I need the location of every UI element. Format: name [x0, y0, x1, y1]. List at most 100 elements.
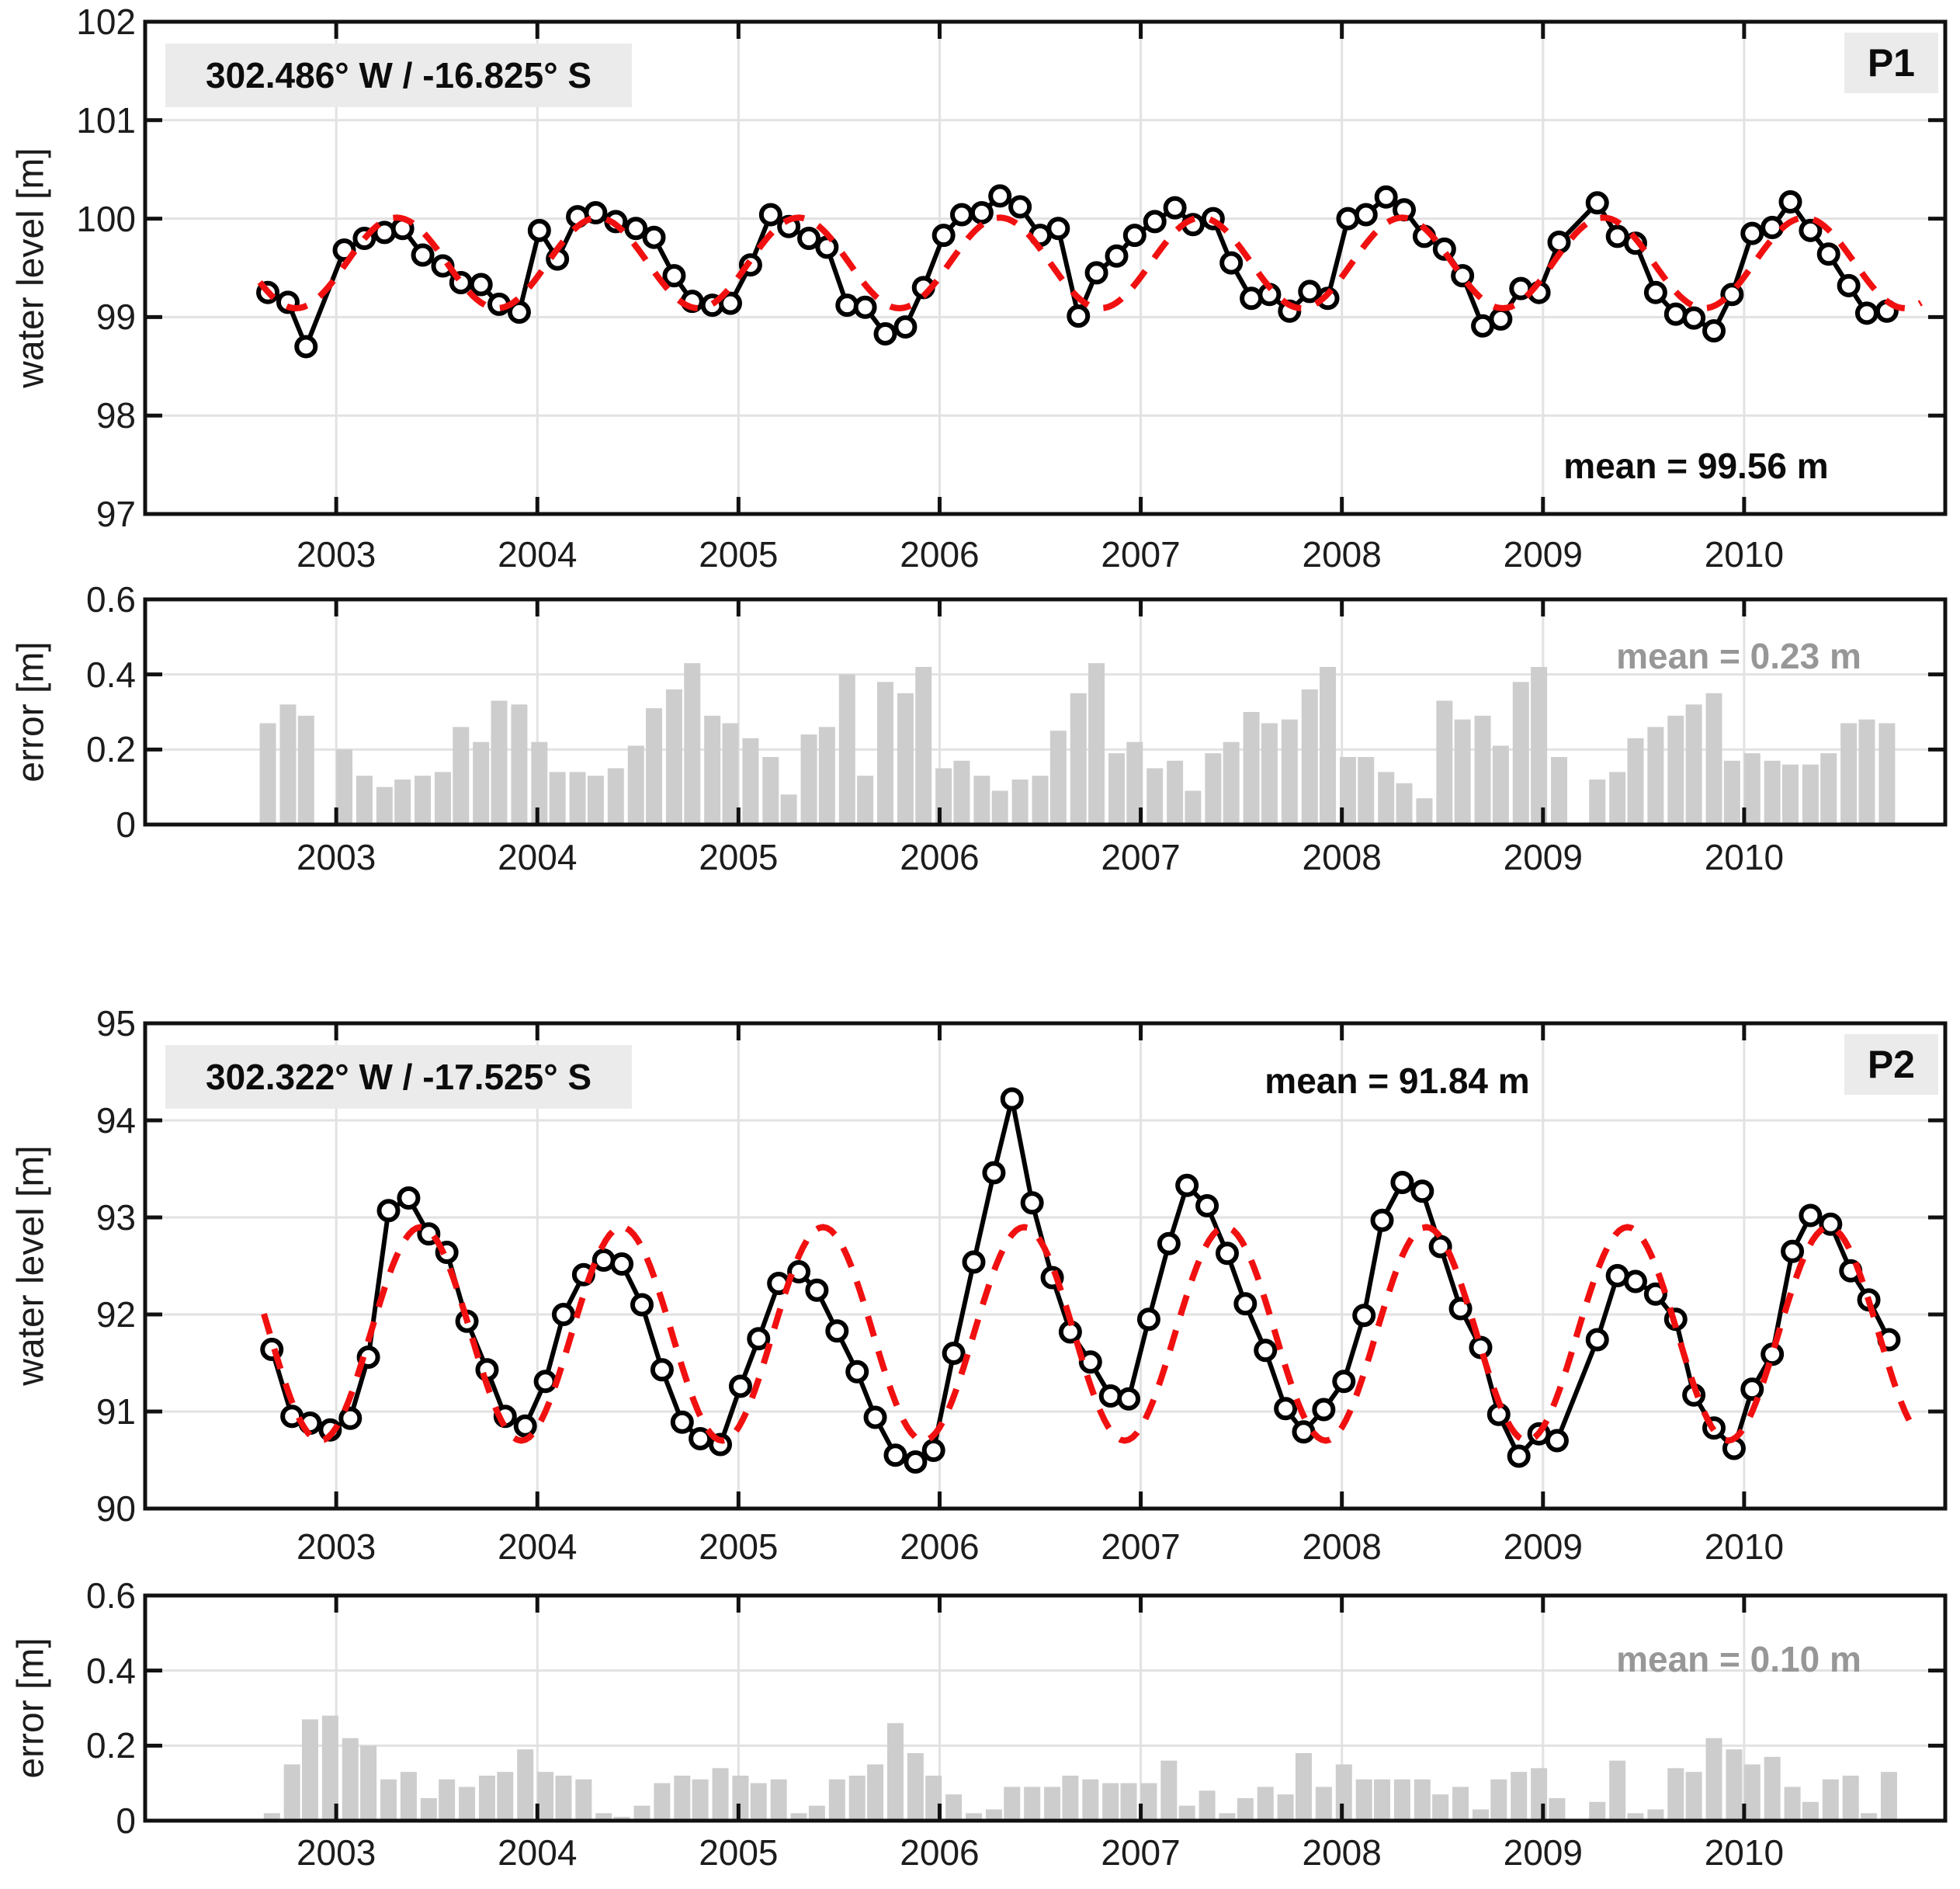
data-point-marker [1781, 1239, 1805, 1263]
error-bar [877, 682, 894, 825]
data-point-marker [1489, 307, 1513, 331]
error-bar [1199, 1790, 1216, 1821]
error-bar [1281, 719, 1298, 825]
error-bar [1878, 723, 1896, 825]
data-point-marker [1370, 1208, 1394, 1232]
data-point-marker [1643, 280, 1667, 304]
error-bar [321, 1715, 338, 1821]
error-bar [780, 794, 797, 825]
error-bar [439, 1779, 456, 1821]
error-bar [1082, 1779, 1099, 1821]
error-bar [1452, 1787, 1469, 1821]
data-point-marker [921, 1439, 945, 1462]
data-point-marker [662, 264, 686, 288]
p2-coordinates-label: 302.322° W / -17.525° S [165, 1045, 633, 1109]
error-bar [360, 1745, 377, 1821]
error-bar [1454, 719, 1471, 825]
data-point-marker [1157, 1231, 1181, 1255]
p1-error-mean-label: mean = 0.23 m [1616, 636, 1861, 676]
data-point-marker [949, 203, 973, 227]
data-point-marker [338, 1406, 363, 1430]
y-tick-label-p1: 102 [76, 2, 136, 42]
y-tick-label-p2_error: 0.2 [86, 1725, 136, 1766]
x-tick-label-p1_error: 2007 [1101, 837, 1181, 877]
error-bar [1705, 693, 1722, 825]
error-bar [1301, 689, 1318, 825]
axis-box [143, 597, 1948, 827]
error-bar [1726, 1749, 1743, 1821]
error-bar [587, 776, 604, 825]
y-tick-label-p2: 92 [95, 1294, 136, 1335]
error-bar [459, 1787, 476, 1821]
data-point-marker [1219, 251, 1244, 275]
y-tick-label-p1_error: 0 [116, 804, 136, 845]
error-bar [549, 772, 566, 825]
error-bar [1880, 1772, 1897, 1821]
y-tick-label-p1: 98 [95, 395, 136, 436]
error-bar [692, 1779, 709, 1821]
p1-mean-label: mean = 99.56 m [1563, 446, 1829, 486]
x-tick-label-p2: 2006 [900, 1526, 980, 1567]
data-point-marker [1195, 1194, 1219, 1217]
data-point-marker [1585, 1328, 1609, 1352]
error-bar [991, 790, 1008, 825]
error-bar [1049, 731, 1067, 825]
error-bar [1147, 768, 1164, 825]
data-point-marker [1410, 1179, 1434, 1203]
error-bar [1589, 1801, 1606, 1821]
error-bar [838, 674, 855, 825]
error-bar [1490, 1779, 1507, 1821]
error-bar [704, 715, 721, 825]
x-tick-label-p2: 2007 [1101, 1526, 1181, 1567]
data-point-marker [610, 1252, 634, 1276]
x-tick-label-p1_error: 2005 [699, 837, 779, 877]
data-point-marker [1067, 304, 1091, 328]
error-bar [985, 1809, 1002, 1821]
data-point-marker [1623, 1269, 1647, 1293]
x-tick-label-p2: 2003 [296, 1526, 376, 1567]
error-bar [674, 1776, 691, 1821]
error-bar [742, 738, 759, 825]
seasonal-fit-line [257, 214, 1923, 312]
error-bar [1861, 1813, 1878, 1821]
x-tick-label-p1: 2007 [1101, 534, 1181, 575]
error-bar [1295, 1753, 1312, 1821]
data-point-marker [962, 1250, 986, 1274]
error-bar [818, 727, 835, 825]
error-bar [283, 1764, 300, 1821]
error-bar [1802, 1801, 1819, 1821]
error-bar [1781, 764, 1799, 825]
error-bar [1355, 1779, 1372, 1821]
p2-water-level-plot [143, 1021, 1948, 1511]
data-point-marker [1240, 286, 1264, 311]
p1-y-axis-label: water level [m] [10, 148, 52, 388]
data-point-marker [527, 218, 551, 242]
p2-error-mean-label: mean = 0.10 m [1616, 1639, 1861, 1679]
data-point-marker [873, 321, 897, 346]
y-tick-label-p1: 100 [76, 198, 136, 239]
data-point-marker [1117, 1387, 1141, 1411]
error-bar [1374, 1779, 1391, 1821]
error-bar [1609, 772, 1626, 825]
y-tick-label-p2_error: 0.6 [86, 1575, 136, 1616]
error-bar [1764, 760, 1781, 825]
error-bar [897, 693, 914, 825]
error-bar [886, 1723, 904, 1821]
error-bar [770, 1779, 787, 1821]
error-bar [1512, 682, 1529, 825]
data-point-marker [988, 184, 1012, 208]
data-point-marker [584, 200, 608, 224]
error-bar [569, 772, 586, 825]
data-point-marker [1008, 195, 1032, 219]
data-point-marker [1046, 217, 1070, 241]
error-bar [1070, 693, 1087, 825]
data-point-marker [758, 203, 782, 227]
error-bar [1237, 1798, 1254, 1821]
error-bar [1140, 1783, 1157, 1821]
error-bar [1820, 753, 1837, 825]
axis-box [143, 1021, 1948, 1511]
error-bar [1802, 764, 1819, 825]
error-bar [848, 1776, 866, 1821]
error-bar [1549, 1798, 1566, 1821]
error-bar [712, 1768, 729, 1821]
